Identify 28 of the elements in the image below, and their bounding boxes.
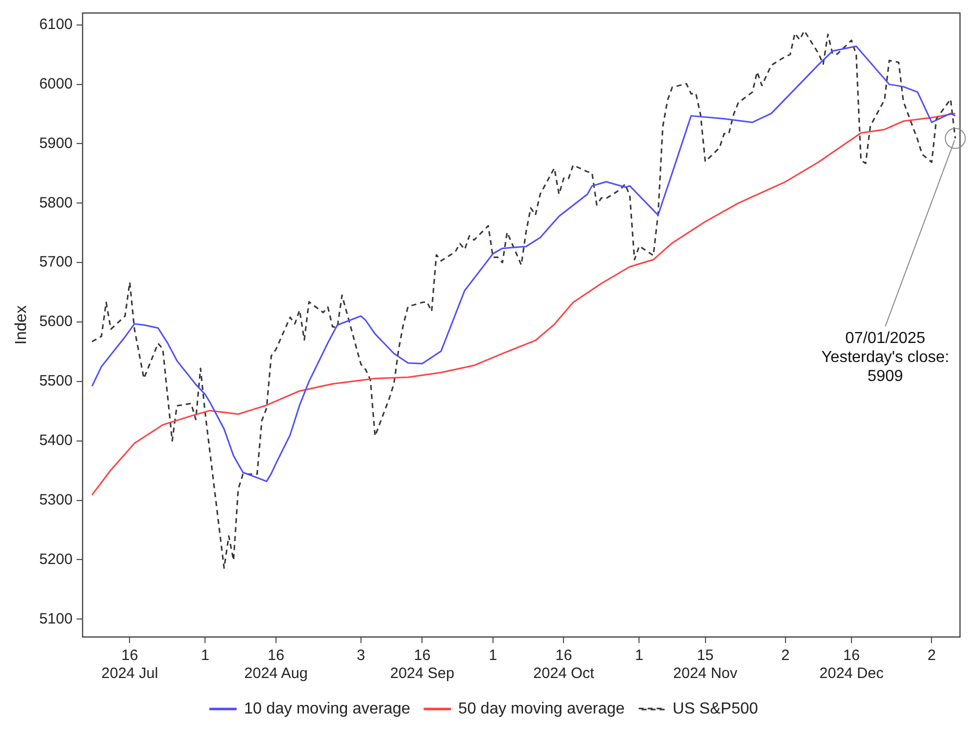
legend-label: US S&P500 xyxy=(672,700,758,718)
y-tick-label: 5500 xyxy=(39,372,73,390)
x-tick-label: 2 xyxy=(928,647,936,664)
y-tick-label: 5100 xyxy=(39,610,73,628)
annotation: 07/01/2025 Yesterday's close: 5909 xyxy=(821,330,950,385)
legend-label: 50 day moving average xyxy=(458,700,625,718)
x-tick-label: 1 xyxy=(635,647,644,664)
x-tick-label: 16 2024 Aug xyxy=(244,647,308,682)
x-tick-label: 16 2024 Jul xyxy=(101,647,158,682)
y-tick-label: 5900 xyxy=(39,134,73,152)
y-tick-label: 5200 xyxy=(39,550,73,568)
x-tick-label: 16 2024 Sep xyxy=(390,647,454,682)
x-tick-label: 15 2024 Nov xyxy=(673,647,738,682)
x-tick-label: 16 2024 Dec xyxy=(819,647,884,682)
y-tick-label: 5400 xyxy=(39,432,73,450)
y-tick-label: 5600 xyxy=(39,313,73,330)
x-tick-label: 2 xyxy=(781,647,790,664)
y-tick-label: 5300 xyxy=(39,491,73,508)
x-tick-label: 1 xyxy=(488,647,498,664)
y-tick-label: 5700 xyxy=(39,254,73,271)
y-tick-label: 6100 xyxy=(39,16,73,34)
x-tick-label: 16 2024 Oct xyxy=(533,647,596,682)
y-tick-label: 6000 xyxy=(39,75,73,92)
x-tick-label: 1 xyxy=(201,647,210,664)
legend-label: 10 day moving average xyxy=(244,700,410,718)
y-tick-label: 5800 xyxy=(39,194,73,212)
y-axis-title: Index xyxy=(13,305,30,345)
x-tick-label: 3 xyxy=(356,647,366,664)
